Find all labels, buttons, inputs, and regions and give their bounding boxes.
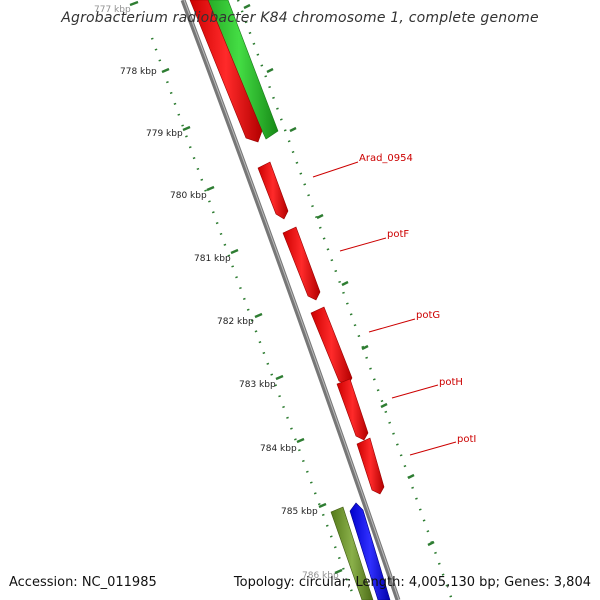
tick-label-778: 778 kbp (120, 67, 157, 77)
tick-label-782: 782 kbp (217, 317, 254, 327)
gene-label-arad-0954[interactable]: Arad_0954 (359, 153, 413, 164)
inner-major-ticks (129, 0, 343, 575)
gene-potI[interactable] (356, 437, 385, 495)
tick-label-785: 785 kbp (281, 507, 318, 517)
accession-text: Accession: NC_011985 (9, 575, 157, 590)
tick-label-781: 781 kbp (194, 254, 231, 264)
tick-label-779: 779 kbp (146, 129, 183, 139)
gene-label-potH[interactable]: potH (439, 377, 463, 388)
gene-olive-bottom[interactable] (330, 506, 374, 600)
tick-label-784: 784 kbp (260, 444, 297, 454)
tick-label-777: 777 kbp (94, 5, 131, 15)
map-title: Agrobacterium radiobacter K84 chromosome… (61, 10, 539, 26)
genome-stats-text: Topology: circular; Length: 4,005,130 bp… (233, 575, 591, 590)
outer-tick-ring (236, 0, 454, 600)
gene-blue-bottom[interactable] (349, 502, 391, 600)
tick-label-786: 786 kbp (302, 571, 339, 581)
gene-leader-lines (312, 161, 457, 456)
gene-potF[interactable] (282, 226, 321, 301)
gene-arad-0954[interactable] (257, 161, 289, 220)
outer-major-ticks (243, 3, 435, 547)
gene-label-potG[interactable]: potG (416, 310, 440, 321)
tick-label-783: 783 kbp (239, 380, 276, 390)
gene-red-top[interactable] (189, 0, 263, 143)
tick-label-780: 780 kbp (170, 191, 207, 201)
gene-potH[interactable] (336, 378, 369, 441)
genome-backbone (180, 0, 401, 600)
gene-label-potI[interactable]: potI (457, 434, 476, 445)
gene-label-potF[interactable]: potF (387, 229, 409, 240)
